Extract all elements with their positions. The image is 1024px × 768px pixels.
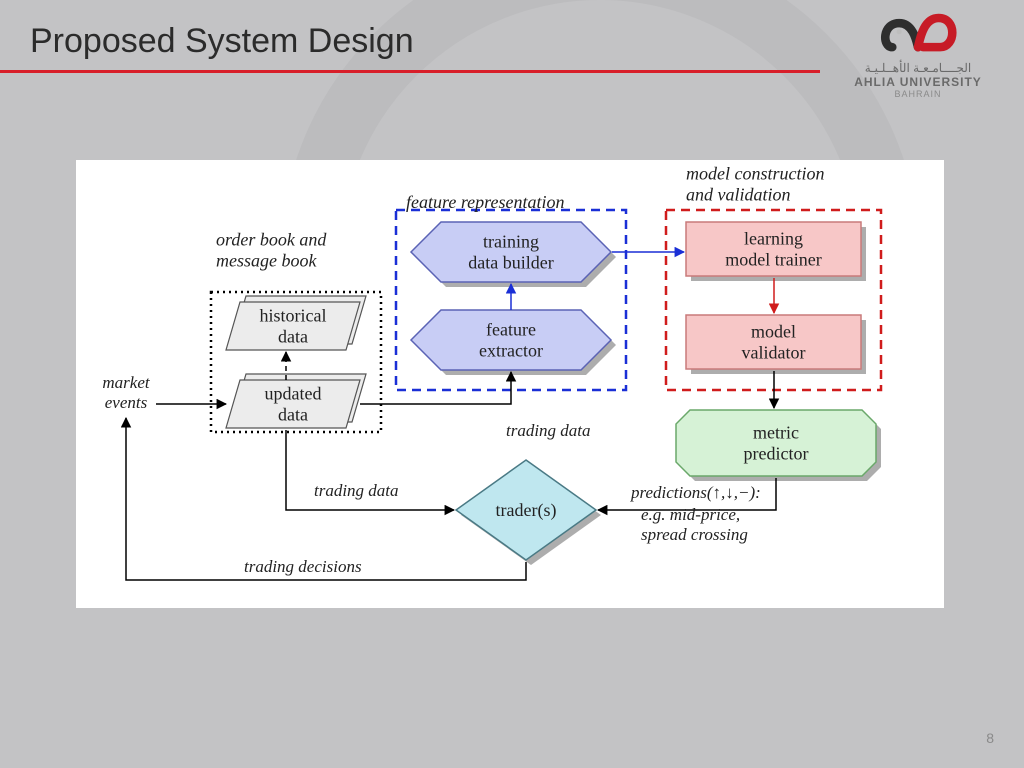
svg-text:metricpredictor: metricpredictor bbox=[744, 423, 809, 464]
svg-text:modelvalidator: modelvalidator bbox=[742, 322, 806, 363]
diagram-panel: order book andmessage book feature repres… bbox=[76, 160, 944, 608]
svg-text:feature representation: feature representation bbox=[406, 192, 564, 212]
flowchart-svg: order book andmessage book feature repres… bbox=[76, 160, 944, 608]
svg-text:featureextractor: featureextractor bbox=[479, 320, 543, 361]
svg-text:trading data: trading data bbox=[314, 481, 399, 500]
slide-title: Proposed System Design bbox=[30, 22, 414, 61]
university-logo: الجــــامـعـة الأهــلـيـة AHLIA UNIVERSI… bbox=[838, 6, 998, 99]
page-number: 8 bbox=[986, 730, 994, 746]
svg-text:predictions(↑,↓,−):: predictions(↑,↓,−): bbox=[630, 483, 761, 502]
svg-text:order book andmessage book: order book andmessage book bbox=[216, 230, 327, 271]
svg-text:trading decisions: trading decisions bbox=[244, 557, 362, 576]
logo-english-text: AHLIA UNIVERSITY bbox=[838, 75, 998, 89]
logo-mark-icon bbox=[873, 6, 963, 54]
logo-arabic-text: الجــــامـعـة الأهــلـيـة bbox=[838, 61, 998, 75]
title-underline bbox=[0, 70, 820, 73]
svg-text:e.g. mid-price,: e.g. mid-price, bbox=[641, 505, 740, 524]
svg-text:marketevents: marketevents bbox=[102, 373, 150, 412]
svg-text:trader(s): trader(s) bbox=[496, 500, 557, 521]
svg-text:trading data: trading data bbox=[506, 421, 591, 440]
logo-subtext: BAHRAIN bbox=[838, 89, 998, 99]
svg-text:model constructionand validati: model constructionand validation bbox=[686, 164, 824, 205]
svg-text:spread crossing: spread crossing bbox=[641, 525, 748, 544]
